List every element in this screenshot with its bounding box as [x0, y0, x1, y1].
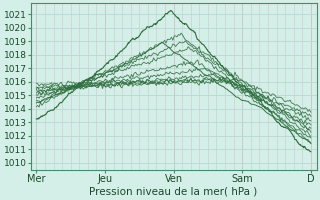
X-axis label: Pression niveau de la mer( hPa ): Pression niveau de la mer( hPa ) [90, 187, 258, 197]
